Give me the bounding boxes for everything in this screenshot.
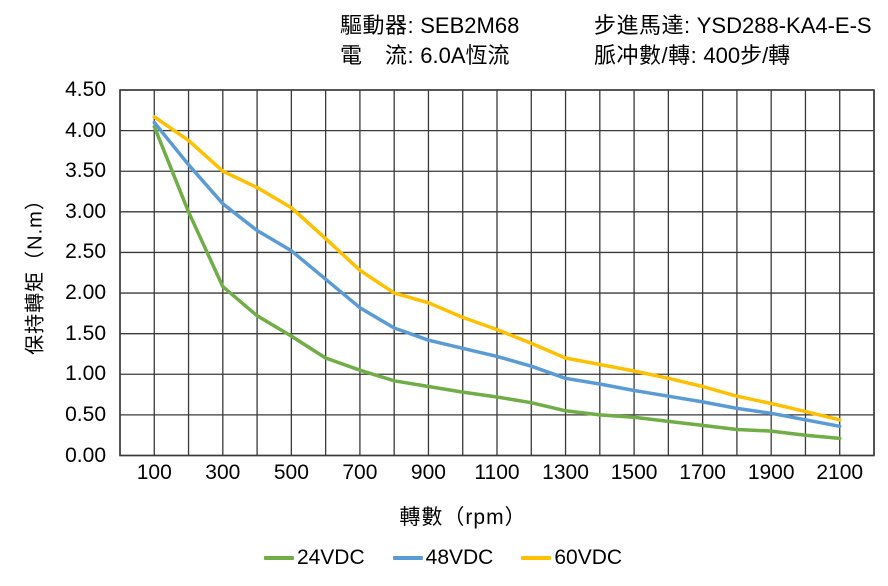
x-tick-label: 2100 xyxy=(816,461,864,484)
series-line-48vdc xyxy=(152,120,842,429)
motor-label: 步進馬達: xyxy=(594,13,691,38)
legend-label: 60VDC xyxy=(554,546,623,569)
y-tick-label: 2.50 xyxy=(65,240,106,264)
y-tick-label: 1.00 xyxy=(65,362,106,386)
x-tick-label: 1100 xyxy=(474,461,520,484)
current-value: 6.0A恆流 xyxy=(420,43,510,68)
y-tick-label: 3.00 xyxy=(65,199,106,223)
y-tick-label: 3.50 xyxy=(65,159,106,183)
header-pulses: 脈冲數/轉: 400步/轉 xyxy=(594,42,790,70)
legend-item-24vdc: 24VDC xyxy=(263,546,365,570)
y-axis-title: 保持轉矩（N.m） xyxy=(24,189,47,355)
y-tick-label: 4.00 xyxy=(65,118,106,142)
driver-value: SEB2M68 xyxy=(420,13,520,38)
plot-border xyxy=(119,89,875,457)
x-axis-title: 轉數（rpm） xyxy=(399,506,527,529)
pulse-label: 脈冲數/轉: xyxy=(594,43,698,68)
driver-label: 驅動器: xyxy=(340,13,415,38)
y-tick-label: 0.00 xyxy=(65,443,106,467)
legend-line-swatch xyxy=(521,556,552,560)
x-tick-label: 500 xyxy=(273,461,309,484)
legend-item-48vdc: 48VDC xyxy=(392,546,494,570)
legend-line-swatch xyxy=(392,556,423,560)
pulse-value: 400步/轉 xyxy=(703,43,791,68)
y-tick-label: 2.00 xyxy=(65,281,106,305)
series-line-60vdc xyxy=(152,115,842,422)
header-motor: 步進馬達: YSD288-KA4-E-S xyxy=(594,12,872,40)
y-tick-label: 0.50 xyxy=(65,402,106,426)
x-tick-label: 900 xyxy=(410,461,446,484)
x-tick-label: 1300 xyxy=(542,461,589,484)
y-tick-label: 1.50 xyxy=(65,321,106,345)
legend-label: 24VDC xyxy=(296,546,365,569)
legend-item-60vdc: 60VDC xyxy=(521,546,622,570)
y-tick-label: 4.50 xyxy=(65,78,106,101)
legend-line-swatch xyxy=(263,556,294,560)
x-tick-label: 300 xyxy=(205,461,241,484)
x-tick-label: 100 xyxy=(136,461,172,484)
series-line-24vdc xyxy=(152,124,842,441)
motor-value: YSD288-KA4-E-S xyxy=(696,13,872,38)
header-driver: 驅動器: SEB2M68 xyxy=(340,12,519,40)
header-current: 電 流: 6.0A恆流 xyxy=(340,42,510,70)
x-tick-label: 700 xyxy=(342,461,378,484)
chart-legend: 24VDC 48VDC 60VDC xyxy=(263,546,622,570)
x-tick-label: 1500 xyxy=(610,461,658,484)
x-tick-label: 1900 xyxy=(747,461,795,484)
current-label: 電 流: xyxy=(340,43,415,68)
x-tick-label: 1700 xyxy=(679,461,726,484)
legend-label: 48VDC xyxy=(425,546,494,569)
